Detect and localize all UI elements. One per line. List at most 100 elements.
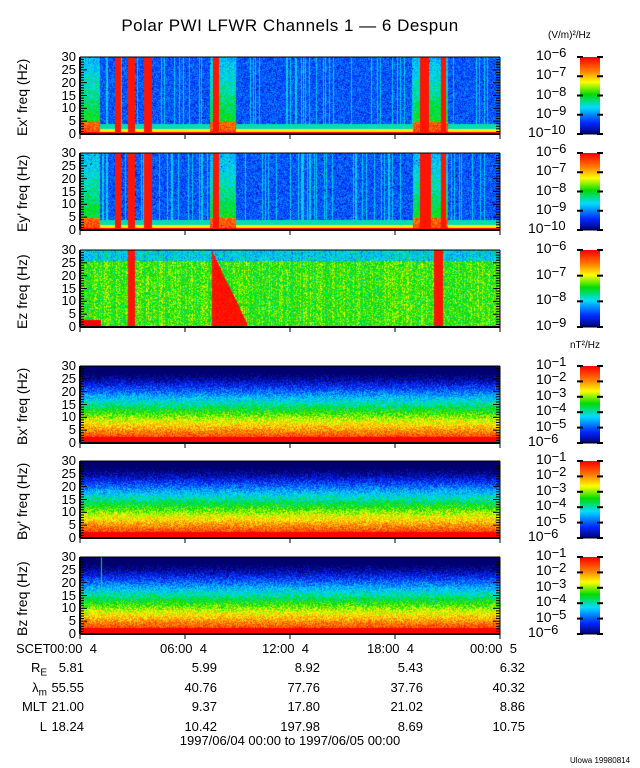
colorbar-tick-label: 10−2 bbox=[536, 464, 567, 483]
y-tick-label: 30 bbox=[61, 453, 76, 468]
colorbar-tick-label: 10−5 bbox=[536, 606, 567, 625]
row-label-subscript: m bbox=[38, 687, 47, 699]
colorbar-tick-label: 10−4 bbox=[536, 591, 567, 610]
spectrogram-panel-4 bbox=[80, 366, 500, 443]
colorbar-tick-label: 10−1 bbox=[536, 545, 567, 563]
colorbar-tick-label: 10−1 bbox=[536, 354, 567, 372]
credit-label: Ulowa 19980814 bbox=[570, 756, 631, 765]
ephemeris-row-label: MLT bbox=[0, 699, 47, 714]
colorbar-tick-label: 10−6 bbox=[536, 238, 567, 256]
row-label-text: L bbox=[39, 718, 47, 734]
ephemeris-row-label: RE bbox=[0, 660, 47, 679]
y-tick-label: 20 bbox=[61, 267, 76, 283]
colorbar-tick-label: 10−6 bbox=[528, 622, 559, 640]
y-tick-label: 20 bbox=[61, 574, 76, 590]
colorbar-tick-label: 10−7 bbox=[536, 263, 567, 282]
colorbar-tick-label: 10−10 bbox=[528, 122, 566, 140]
scet-time-0: 00:00 4 bbox=[50, 641, 97, 656]
spectrogram-image bbox=[80, 250, 500, 327]
y-tick-label: 30 bbox=[61, 358, 76, 373]
scet-time-2: 12:00 4 bbox=[262, 641, 309, 656]
ephemeris-row-label: L bbox=[0, 719, 47, 734]
colorbar-gradient bbox=[580, 461, 600, 538]
plot-title: Polar PWI LFWR Channels 1 — 6 Despun bbox=[121, 16, 459, 35]
colorbar-tick-label: 10−3 bbox=[536, 384, 567, 403]
ephemeris-value: 21.02 bbox=[390, 699, 423, 714]
y-tick-label: 25 bbox=[61, 61, 76, 77]
ephemeris-value: 40.76 bbox=[184, 679, 217, 695]
ephemeris-value: 10.75 bbox=[492, 718, 525, 734]
scet-time-4: 00:00 5 bbox=[470, 641, 517, 656]
spectrogram-image bbox=[80, 366, 500, 443]
colorbar-tick-label: 10−6 bbox=[528, 431, 559, 449]
colorbar-gradient bbox=[580, 557, 600, 634]
y-tick-label: 20 bbox=[61, 478, 76, 494]
colorbar-tick-label: 10−7 bbox=[536, 64, 567, 83]
ephemeris-value: 37.76 bbox=[390, 679, 423, 695]
ephemeris-value: 8.86 bbox=[499, 699, 525, 714]
spectrogram-panel-3 bbox=[80, 250, 500, 327]
y-tick-label: 5 bbox=[68, 113, 76, 129]
y-tick-label: 10 bbox=[61, 504, 76, 520]
ephemeris-value: 8.69 bbox=[397, 718, 423, 734]
spectrogram-panel-5 bbox=[80, 461, 500, 538]
colorbar-gradient bbox=[580, 250, 600, 327]
y-tick-label: 20 bbox=[61, 383, 76, 399]
colorbar-tick-label: 10−2 bbox=[536, 369, 567, 388]
y-tick-label: 0 bbox=[68, 435, 76, 450]
ephemeris-value: 21.00 bbox=[51, 699, 84, 714]
ephemeris-value: 55.55 bbox=[51, 679, 84, 695]
magnetic-units-label: nT²/Hz bbox=[570, 340, 600, 351]
y-tick-label: 10 bbox=[61, 100, 76, 116]
ephemeris-value: 40.32 bbox=[492, 679, 525, 695]
spectrogram-image bbox=[80, 461, 500, 538]
colorbar-tick-label: 10−3 bbox=[536, 575, 567, 594]
y-tick-label: 25 bbox=[61, 254, 76, 270]
y-tick-label: 25 bbox=[61, 465, 76, 481]
y-tick-label: 0 bbox=[68, 530, 76, 545]
colorbar bbox=[580, 250, 600, 327]
colorbar-gradient bbox=[580, 153, 600, 230]
spectrogram-image bbox=[80, 153, 500, 230]
colorbar bbox=[580, 57, 600, 134]
y-tick-label: 0 bbox=[68, 626, 76, 641]
date-range: 1997/06/04 00:00 to 1997/06/05 00:00 bbox=[179, 733, 401, 748]
spectrogram-image bbox=[80, 57, 500, 134]
y-tick-label: 20 bbox=[61, 170, 76, 186]
colorbar-tick-label: 10−6 bbox=[536, 45, 567, 63]
y-tick-label: 15 bbox=[61, 183, 76, 199]
y-tick-label: 15 bbox=[61, 587, 76, 603]
spectrogram-panel-2 bbox=[80, 153, 500, 230]
y-tick-label: 25 bbox=[61, 370, 76, 386]
y-tick-label: 0 bbox=[68, 126, 76, 141]
colorbar-tick-label: 10−7 bbox=[536, 160, 567, 179]
ephemeris-value: 18.24 bbox=[51, 718, 84, 734]
colorbar-tick-label: 10−5 bbox=[536, 415, 567, 434]
ephemeris-value: 77.76 bbox=[287, 679, 320, 695]
colorbar-tick-label: 10−5 bbox=[536, 510, 567, 529]
y-tick-label: 10 bbox=[61, 293, 76, 309]
y-tick-label: 5 bbox=[68, 517, 76, 533]
row-label-text: MLT bbox=[21, 699, 47, 714]
y-tick-label: 30 bbox=[61, 242, 76, 257]
y-tick-label: 15 bbox=[61, 491, 76, 507]
y-tick-label: 30 bbox=[61, 49, 76, 64]
scet-label: SCET bbox=[16, 641, 51, 656]
colorbar-gradient bbox=[580, 366, 600, 443]
y-tick-label: 30 bbox=[61, 549, 76, 564]
scet-time-1: 06:00 4 bbox=[160, 641, 207, 656]
ephemeris-row-label: λm bbox=[0, 680, 47, 699]
y-tick-label: 15 bbox=[61, 396, 76, 412]
y-tick-label: 15 bbox=[61, 280, 76, 296]
colorbar bbox=[580, 557, 600, 634]
colorbar bbox=[580, 461, 600, 538]
electric-units-label: (V/m)²/Hz bbox=[548, 30, 591, 41]
colorbar-tick-label: 10−4 bbox=[536, 400, 567, 419]
ephemeris-value: 5.43 bbox=[397, 660, 423, 675]
colorbar-tick-label: 10−1 bbox=[536, 449, 567, 467]
colorbar-tick-label: 10−3 bbox=[536, 479, 567, 498]
colorbar-gradient bbox=[580, 57, 600, 134]
ephemeris-value: 17.80 bbox=[287, 699, 320, 714]
y-tick-label: 15 bbox=[61, 87, 76, 103]
ephemeris-value: 5.99 bbox=[191, 660, 217, 675]
